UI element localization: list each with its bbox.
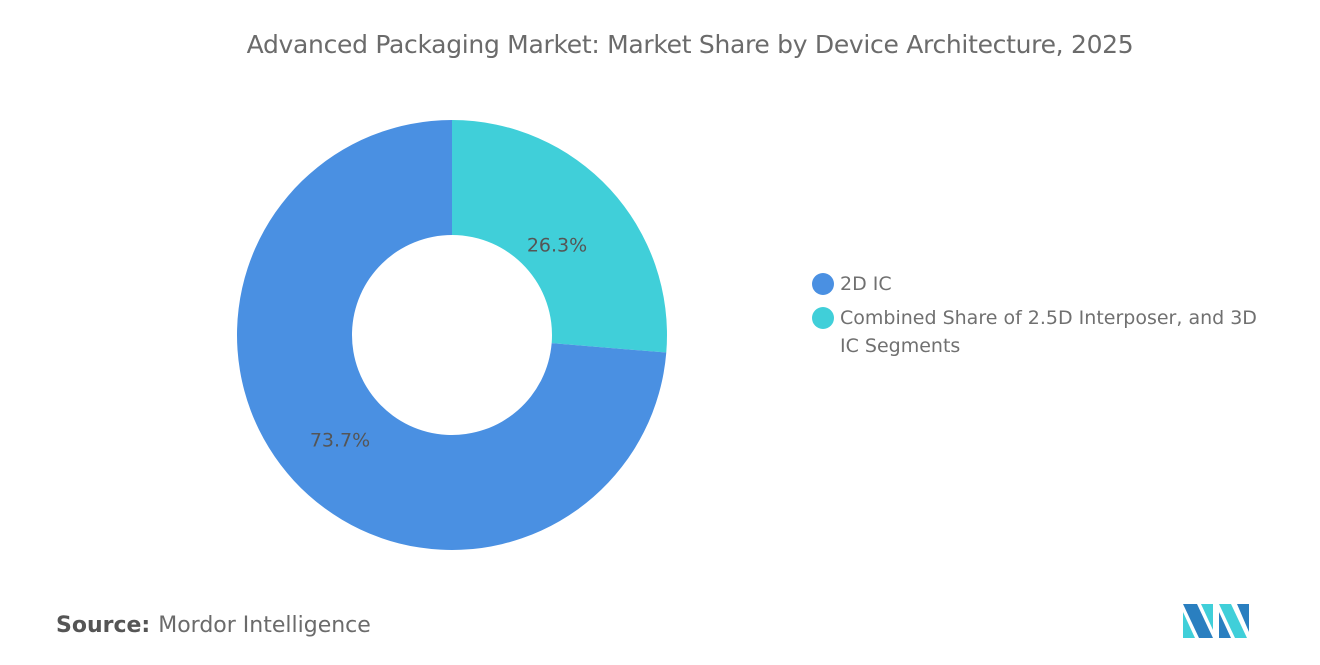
source-note: Source: Mordor Intelligence bbox=[56, 613, 371, 638]
source-value: Mordor Intelligence bbox=[158, 613, 371, 638]
legend-label: Combined Share of 2.5D Interposer, and 3… bbox=[840, 307, 1257, 357]
legend-label: 2D IC bbox=[840, 273, 892, 295]
slice-0[interactable] bbox=[452, 120, 668, 353]
legend-item-2d-ic[interactable]: 2D IC bbox=[812, 270, 1262, 298]
legend-swatch-icon bbox=[812, 307, 834, 329]
legend-item-combined-share[interactable]: Combined Share of 2.5D Interposer, and 3… bbox=[812, 304, 1262, 360]
donut-chart: 26.3% 73.7% bbox=[237, 120, 668, 550]
data-label-0: 26.3% bbox=[527, 235, 587, 257]
chart-title: Advanced Packaging Market: Market Share … bbox=[246, 30, 1134, 59]
data-label-1: 73.7% bbox=[310, 430, 370, 452]
slice-1[interactable] bbox=[237, 120, 667, 550]
source-label: Source: bbox=[56, 613, 151, 638]
mordor-intelligence-logo bbox=[1183, 604, 1249, 638]
legend: 2D IC Combined Share of 2.5D Interposer,… bbox=[812, 270, 1262, 366]
legend-swatch-icon bbox=[812, 273, 834, 295]
